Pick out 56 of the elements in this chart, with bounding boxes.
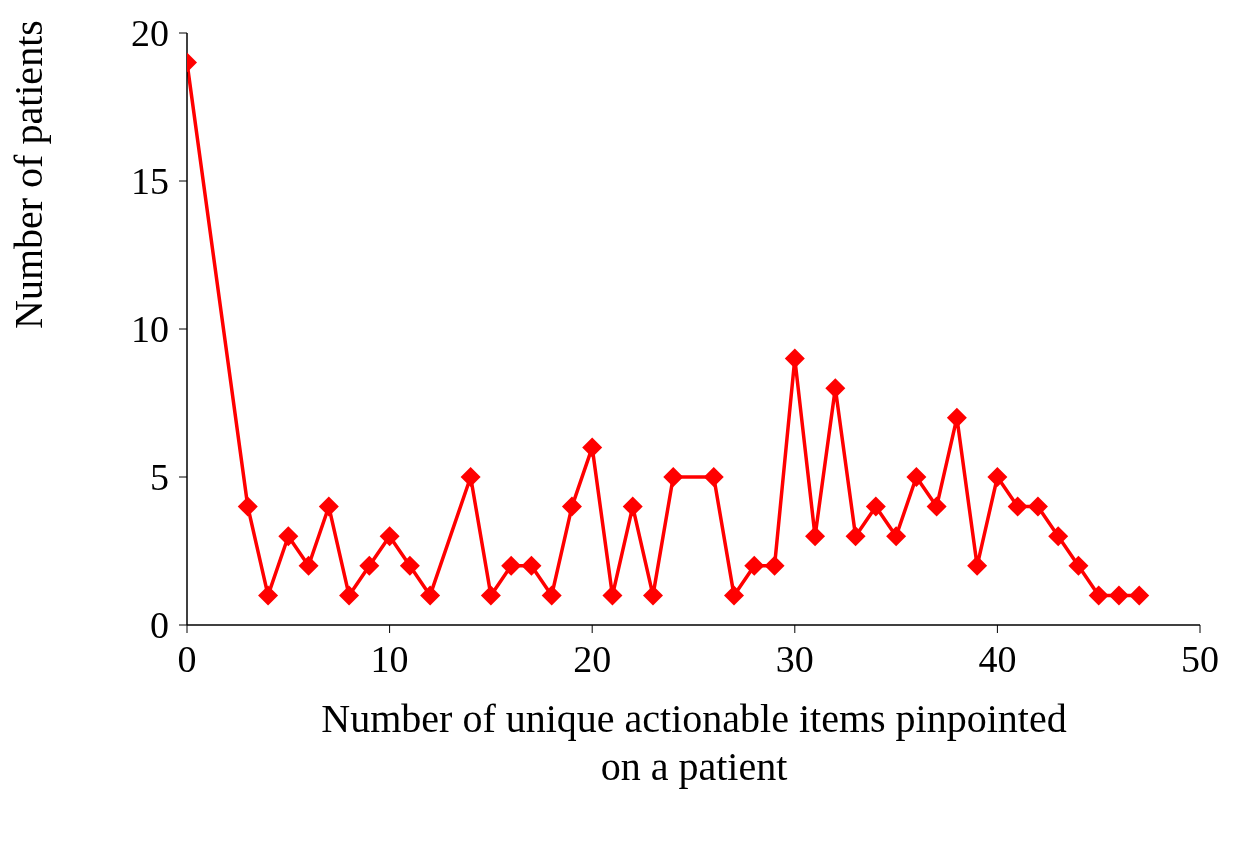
point xyxy=(399,555,420,576)
point xyxy=(460,467,481,487)
point xyxy=(987,467,1008,487)
point xyxy=(642,585,663,606)
point xyxy=(663,467,684,487)
point xyxy=(946,407,967,428)
y-tick-label: 20 xyxy=(131,12,169,55)
point xyxy=(480,585,501,606)
point xyxy=(561,496,582,517)
point xyxy=(724,585,745,606)
x-tick-label: 50 xyxy=(1181,637,1219,680)
point xyxy=(602,585,623,606)
point xyxy=(1027,496,1048,517)
point xyxy=(926,496,947,517)
point xyxy=(541,585,562,606)
point xyxy=(967,555,988,576)
point xyxy=(1007,496,1028,517)
y-tick-label: 10 xyxy=(131,308,169,351)
point xyxy=(298,555,319,576)
point xyxy=(278,526,299,547)
point xyxy=(379,526,400,547)
point xyxy=(805,526,826,547)
x-tick-label: 30 xyxy=(775,637,814,680)
x-tick-label: 40 xyxy=(978,637,1017,680)
x-tick-label: 0 xyxy=(177,637,197,680)
point xyxy=(258,585,279,606)
point xyxy=(906,467,927,487)
point xyxy=(521,555,542,576)
point xyxy=(1068,555,1089,576)
point xyxy=(501,555,522,576)
point xyxy=(825,378,846,399)
point xyxy=(582,437,603,458)
point xyxy=(744,555,765,576)
point xyxy=(339,585,360,606)
point xyxy=(318,496,339,517)
x-tick-label: 20 xyxy=(573,637,612,680)
point xyxy=(1129,585,1150,606)
point xyxy=(420,585,441,606)
x-tick-label: 10 xyxy=(370,637,409,680)
point xyxy=(703,467,724,487)
point xyxy=(1088,585,1109,606)
x-axis-title: Number of unique actionable items pinpointed on a patient xyxy=(320,695,1068,791)
y-tick-label: 0 xyxy=(150,604,169,647)
point xyxy=(764,555,785,576)
point xyxy=(622,496,643,517)
point xyxy=(886,526,907,547)
point xyxy=(865,496,886,517)
point xyxy=(359,555,380,576)
point xyxy=(1108,585,1129,606)
point xyxy=(784,348,805,369)
point xyxy=(1048,526,1069,547)
point xyxy=(845,526,866,547)
y-tick-label: 5 xyxy=(150,456,169,499)
y-axis-title: Number of patients xyxy=(6,20,52,329)
y-tick-label: 15 xyxy=(131,160,169,203)
point xyxy=(237,496,258,517)
